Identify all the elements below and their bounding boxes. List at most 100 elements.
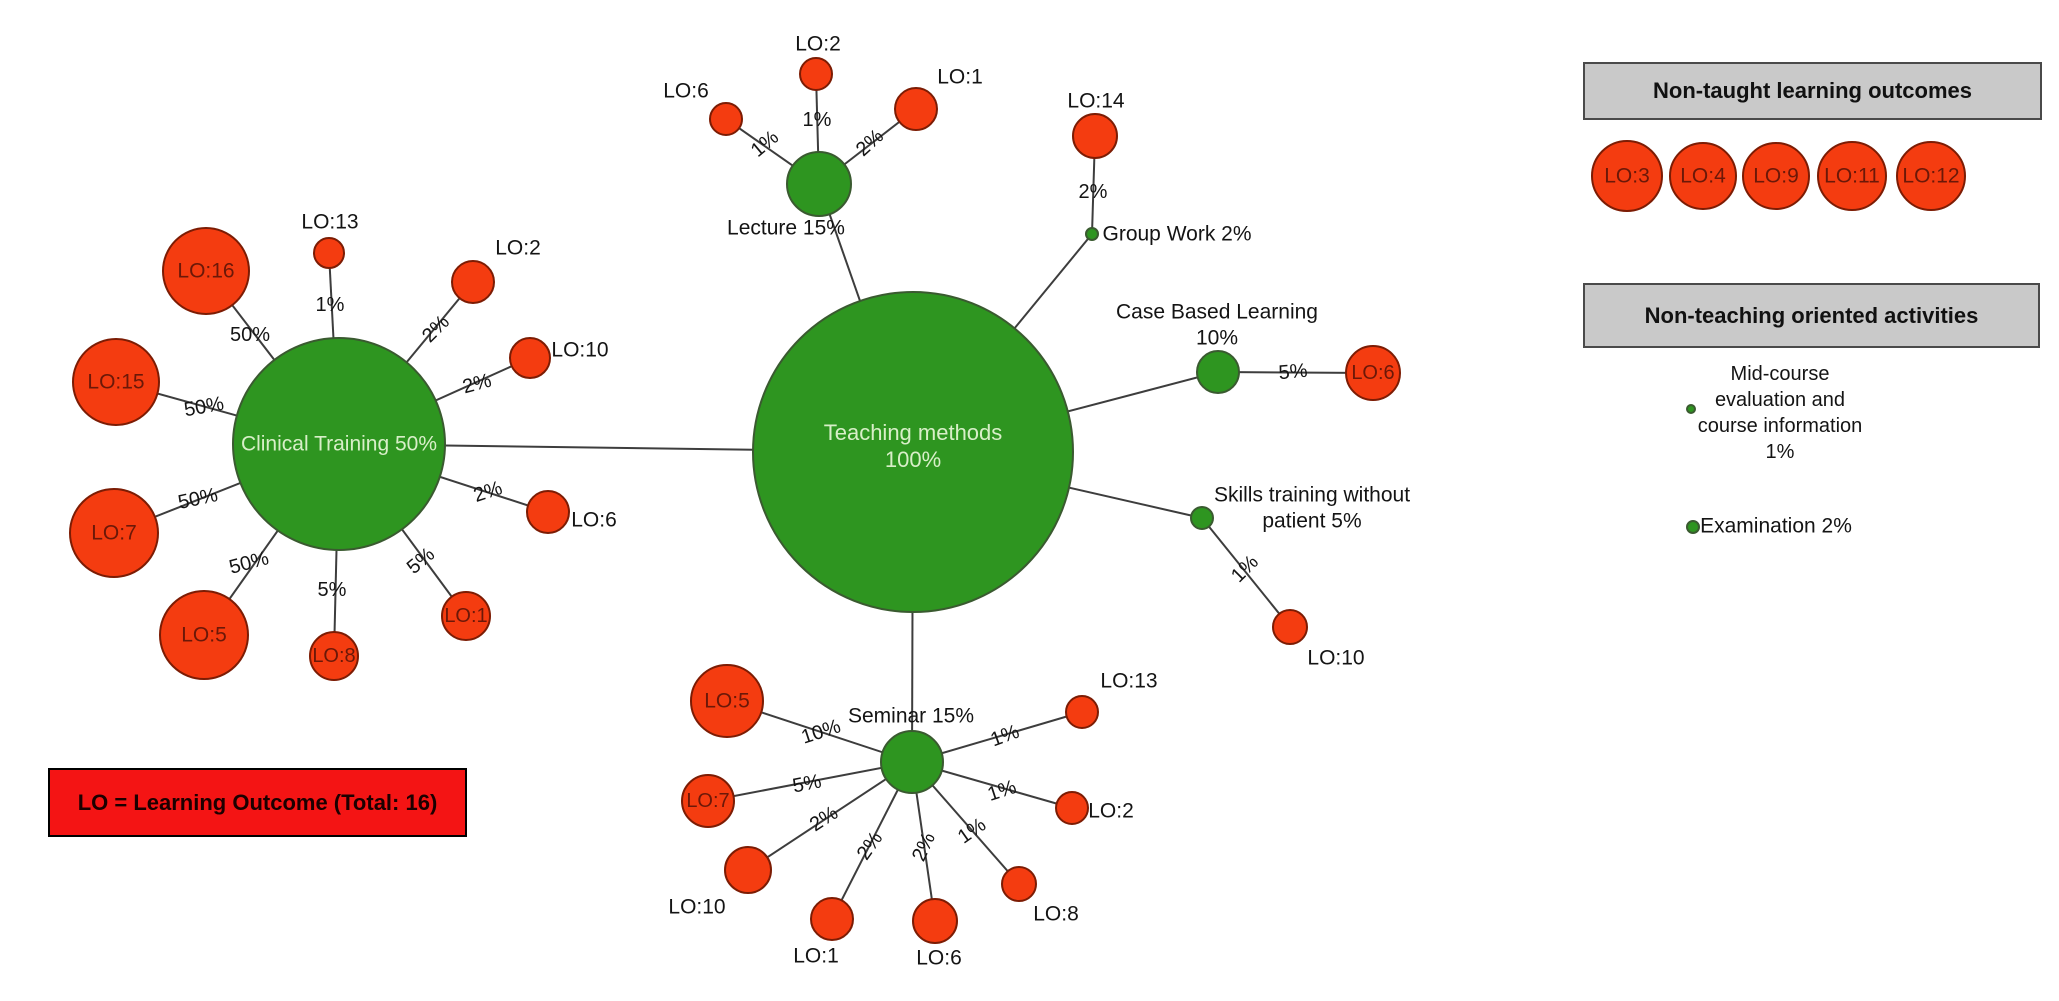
label-lo2-seminar: LO:2 [1088, 800, 1134, 823]
label-group-dot: Group Work 2% [1103, 223, 1252, 246]
label-skills-dot-line1: Skills training without [1214, 484, 1410, 507]
node-lo10-skills [1272, 609, 1308, 645]
non-teaching-header: Non-teaching oriented activities [1583, 283, 2040, 348]
node-lo7-seminar [681, 774, 735, 828]
node-lo5-clinical [159, 590, 249, 680]
label-lo2-clinical: LO:2 [495, 237, 541, 260]
node-lo8-clinical [309, 631, 359, 681]
label-lo13-clinical: LO:13 [301, 211, 358, 234]
label-midcourse-dot-line4: 1% [1766, 441, 1795, 463]
edge-label-group-dot-lo14-groupwork: 2% [1079, 181, 1108, 203]
label-lo13-seminar: LO:13 [1100, 670, 1157, 693]
label-lo16-clinical: LO:16 [177, 260, 234, 283]
edge-label-ct-lo15-clinical: 50% [182, 393, 225, 422]
non-taught-header: Non-taught learning outcomes [1583, 62, 2042, 120]
label-midcourse-dot-line2: evaluation and [1715, 389, 1845, 411]
label-lo1-lecture: LO:1 [937, 66, 983, 89]
label-lo10-clinical: LO:10 [551, 339, 608, 362]
node-lo6-seminar [912, 898, 958, 944]
edge-label-seminar-lo1-seminar: 2% [853, 828, 888, 864]
edge-label-seminar-lo7-seminar: 5% [791, 770, 824, 797]
edge-seminar-lo10-seminar [747, 761, 913, 871]
edge-label-ct-lo8-clinical: 5% [318, 579, 347, 601]
node-lo8-seminar [1001, 866, 1037, 902]
edge-label-lecture-lo2-lecture: 1% [803, 109, 832, 131]
node-group-dot [1085, 227, 1099, 241]
edge-label-ct-lo6-clinical: 2% [471, 477, 505, 507]
node-cbl [1196, 350, 1240, 394]
label-lo9-nontaught: LO:9 [1753, 165, 1799, 188]
label-lo12-nontaught: LO:12 [1902, 165, 1959, 188]
edge-label-seminar-lo6-seminar: 2% [908, 829, 940, 865]
label-lo6-clinical: LO:6 [571, 509, 617, 532]
node-lo2-seminar [1055, 791, 1089, 825]
node-lo14-groupwork [1072, 113, 1118, 159]
node-lo1-seminar [810, 897, 854, 941]
node-lo13-seminar [1065, 695, 1099, 729]
label-tm-line1: Teaching methods [824, 420, 1003, 445]
label-lo6-lecture: LO:6 [663, 80, 709, 103]
edge-label-seminar-lo10-seminar: 2% [806, 802, 842, 836]
label-lo7-seminar: LO:7 [686, 790, 729, 812]
edge-seminar-lo7-seminar [707, 761, 913, 802]
label-lo5-seminar: LO:5 [704, 690, 750, 713]
label-tm-line2: 100% [885, 447, 941, 472]
node-lo11-nontaught [1817, 141, 1887, 211]
label-lo15-clinical: LO:15 [87, 371, 144, 394]
node-lo13-clinical [313, 237, 345, 269]
node-lo4-nontaught [1669, 142, 1737, 210]
label-midcourse-dot-line1: Mid-course [1731, 363, 1830, 385]
node-tm [752, 291, 1074, 613]
label-lo5-clinical: LO:5 [181, 624, 227, 647]
label-lecture: Lecture 15% [727, 217, 845, 240]
label-lo1-seminar: LO:1 [793, 945, 839, 968]
node-exam-dot [1686, 520, 1700, 534]
label-cbl-line1: Case Based Learning [1116, 301, 1318, 324]
label-lo8-clinical: LO:8 [312, 645, 355, 667]
label-lo4-nontaught: LO:4 [1680, 165, 1726, 188]
node-lo6-clinical [526, 490, 570, 534]
edge-label-ct-lo16-clinical: 50% [230, 324, 270, 346]
label-skills-dot-line2: patient 5% [1262, 510, 1361, 533]
edge-label-ct-lo10-clinical: 2% [460, 370, 494, 399]
label-midcourse-dot-line3: course information [1698, 415, 1863, 437]
label-lo6-seminar: LO:6 [916, 947, 962, 970]
node-lo10-clinical [509, 337, 551, 379]
lo-legend-box: LO = Learning Outcome (Total: 16) [48, 768, 467, 837]
node-lo3-nontaught [1591, 140, 1663, 212]
node-lo12-nontaught [1896, 141, 1966, 211]
node-lo15-clinical [72, 338, 160, 426]
edge-skills-dot-lo10-skills [1201, 517, 1291, 628]
label-lo7-clinical: LO:7 [91, 522, 137, 545]
label-lo8-seminar: LO:8 [1033, 903, 1079, 926]
node-lo9-nontaught [1742, 142, 1810, 210]
node-lo2-lecture [799, 57, 833, 91]
node-lo7-clinical [69, 488, 159, 578]
node-lo6-lecture [709, 102, 743, 136]
node-lo16-clinical [162, 227, 250, 315]
node-lo6-casebased [1345, 345, 1401, 401]
node-lo1-clinical [441, 591, 491, 641]
label-seminar: Seminar 15% [848, 705, 974, 728]
edge-label-seminar-lo2-seminar: 1% [985, 776, 1019, 806]
label-ct: Clinical Training 50% [241, 433, 437, 456]
label-lo10-skills: LO:10 [1307, 647, 1364, 670]
edge-label-cbl-lo6-casebased: 5% [1278, 360, 1309, 384]
edge-label-ct-lo13-clinical: 1% [316, 294, 345, 316]
node-skills-dot [1190, 506, 1214, 530]
label-cbl-line2: 10% [1196, 327, 1238, 350]
node-midcourse-dot [1686, 404, 1696, 414]
node-lecture [786, 151, 852, 217]
label-lo14-groupwork: LO:14 [1067, 90, 1125, 113]
edge-label-ct-lo7-clinical: 50% [176, 484, 220, 514]
label-lo3-nontaught: LO:3 [1604, 165, 1650, 188]
node-lo2-clinical [451, 260, 495, 304]
edge-label-seminar-lo13-seminar: 1% [988, 721, 1023, 752]
node-lo5-seminar [690, 664, 764, 738]
label-exam-dot: Examination 2% [1700, 515, 1852, 538]
label-lo6-casebased: LO:6 [1351, 362, 1394, 384]
node-lo1-lecture [894, 87, 938, 131]
label-lo1-clinical: LO:1 [444, 605, 487, 627]
